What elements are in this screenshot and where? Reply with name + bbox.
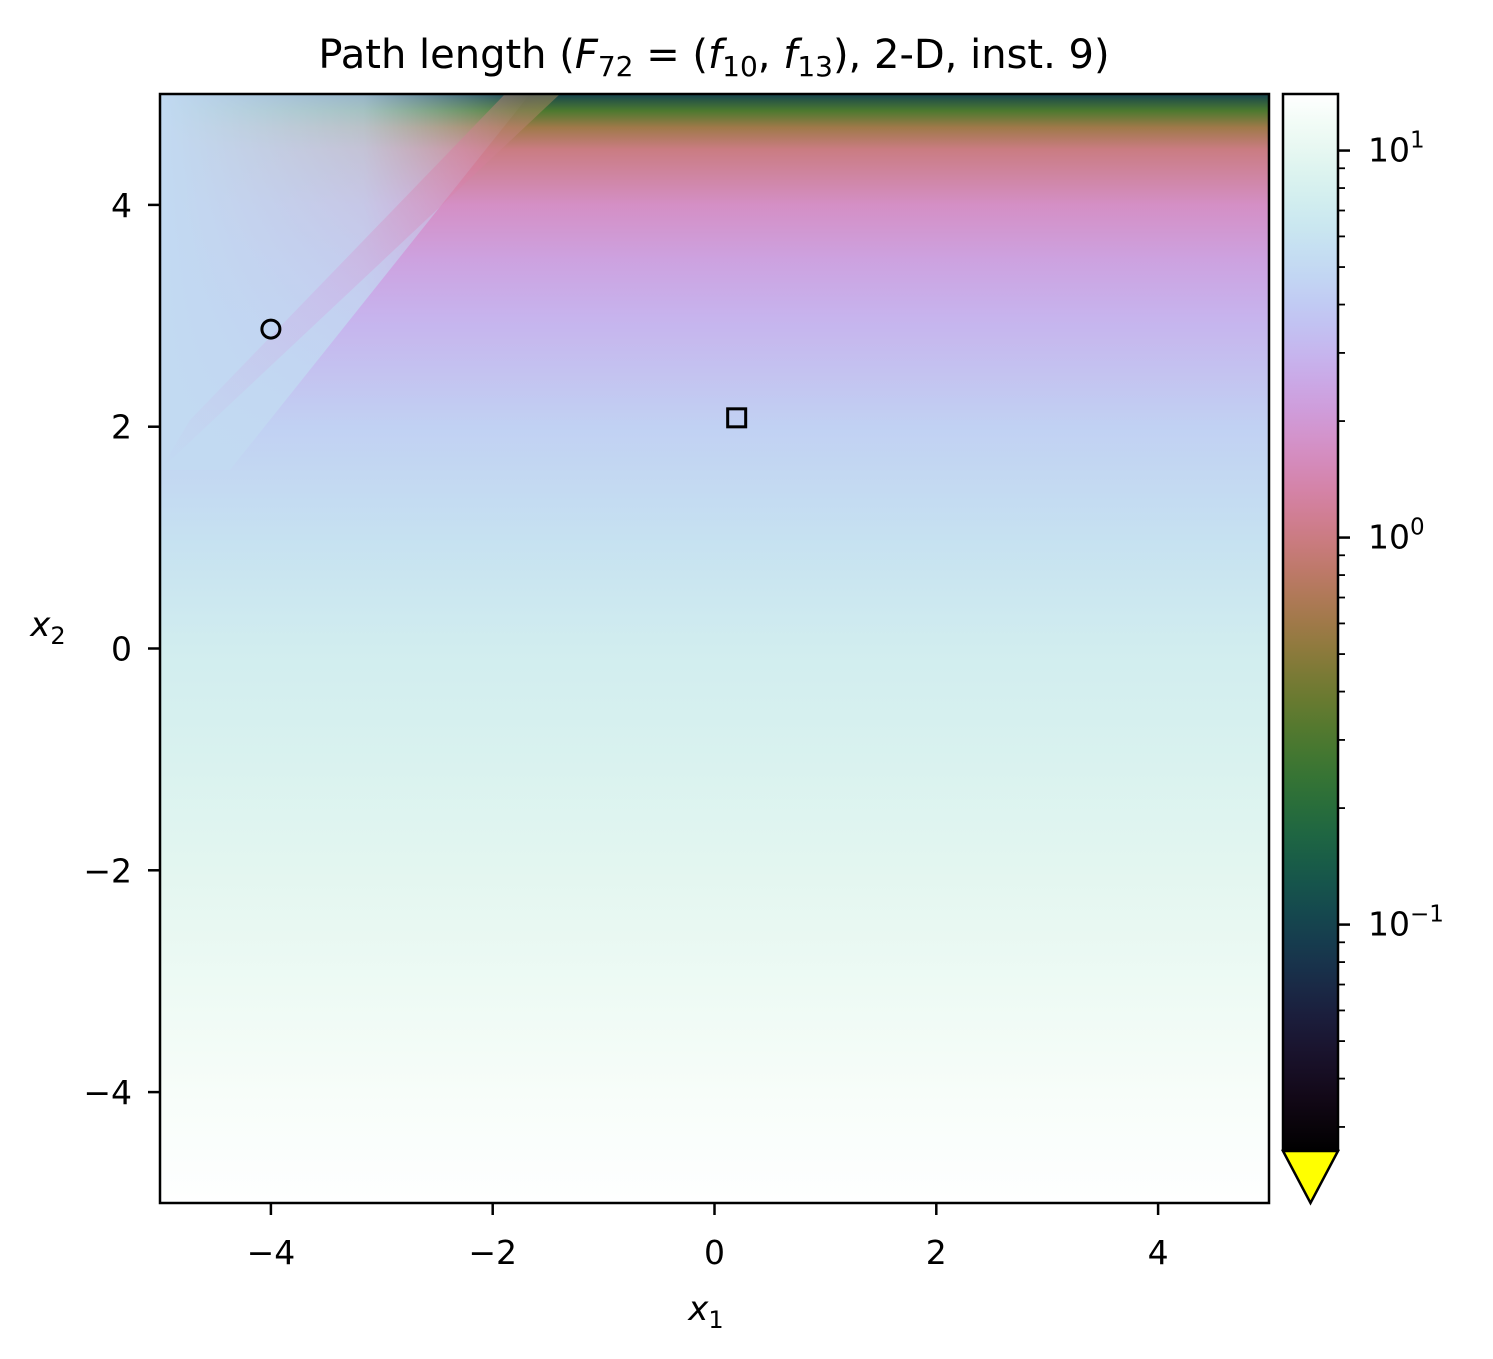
y-axis-label: x2 [29,605,65,650]
y-tick-label: 4 [111,186,132,225]
colorbar-minor-ticks [1338,167,1345,1128]
x-tick-label: 2 [926,1233,947,1272]
y-tick-label: −4 [83,1073,132,1112]
colorbar-gradient [1283,94,1338,1151]
x-axis-label: x1 [687,1289,723,1334]
x-tick-label: −2 [468,1233,517,1272]
y-tick-label: 2 [111,408,132,447]
markers [260,318,748,429]
colorbar-tick-label: 10−1 [1368,902,1444,944]
colorbar-tick-label: 100 [1368,515,1425,557]
x-tick-label: 0 [704,1233,725,1272]
colorbar: 101 100 10−1 [1280,92,1444,1206]
colorbar-major-ticks: 101 100 10−1 [1338,128,1444,944]
heatmap-field [160,94,1269,1203]
x-axis-ticks: −4 −2 0 2 4 [247,1203,1169,1272]
x-tick-label: −4 [247,1233,296,1272]
colorbar-frame [1281,92,1340,1151]
x-tick-label: 4 [1148,1233,1169,1272]
colorbar-extend-min [1280,1149,1341,1206]
colorbar-tick-label: 101 [1368,128,1425,170]
y-tick-label: 0 [111,630,132,669]
y-axis-ticks: −4 −2 0 2 4 [83,186,160,1112]
marker-square [726,407,748,429]
marker-circle [260,318,282,340]
heatmap-diagonal-wedge [160,94,560,470]
chart-title: Path length (F72 = (f10, f13), 2-D, inst… [318,32,1109,83]
y-tick-label: −2 [83,851,132,890]
